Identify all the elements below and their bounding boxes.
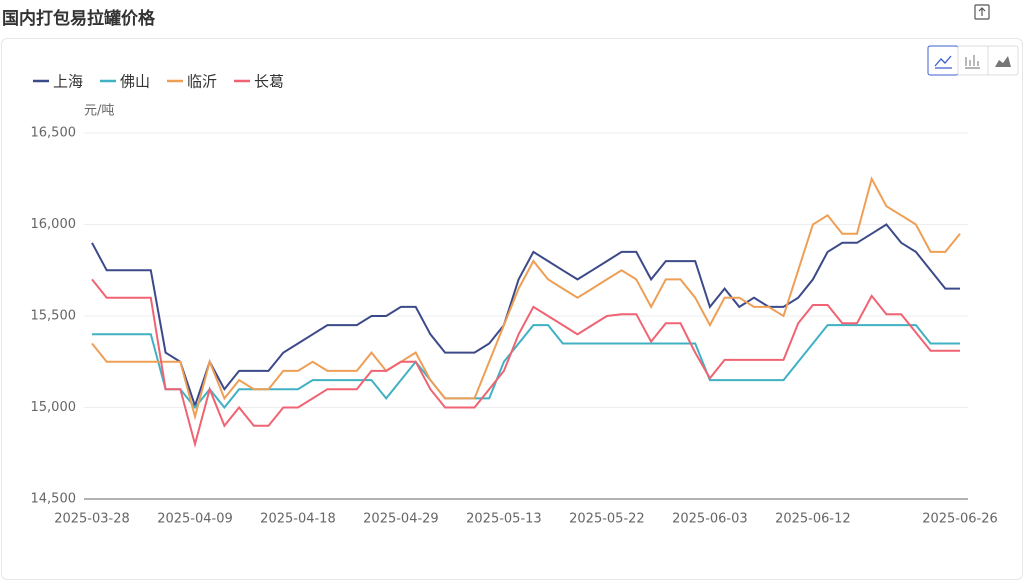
legend-label: 佛山 <box>120 73 150 91</box>
page-title: 国内打包易拉罐价格 <box>2 9 155 29</box>
chart: 元/吨 14,500 15,000 15,500 16,000 16,500 2025-0… <box>31 45 1019 527</box>
series-line <box>91 176 961 421</box>
export-arrow <box>978 7 986 16</box>
line-icon <box>934 55 952 69</box>
area-chart-button[interactable] <box>987 45 1019 76</box>
bar-icon <box>965 55 980 69</box>
x-tick-label: 2025-03-28 <box>54 512 130 527</box>
y-tick-label: 16,000 <box>31 217 77 232</box>
y-unit: 元/吨 <box>84 104 114 119</box>
export-icon[interactable] <box>974 4 990 20</box>
legend-label: 长葛 <box>254 73 284 91</box>
x-tick-label: 2025-04-29 <box>363 512 439 527</box>
x-tick-label: 2025-05-13 <box>466 512 542 527</box>
x-tick-label: 2025-06-03 <box>672 512 748 527</box>
y-tick-label: 16,500 <box>31 126 77 141</box>
y-tick-label: 15,000 <box>31 400 77 415</box>
x-tick-label: 2025-05-22 <box>569 512 645 527</box>
y-tick-label: 14,500 <box>31 492 77 507</box>
x-tick-label: 2025-06-12 <box>775 512 851 527</box>
y-tick-label: 15,500 <box>31 309 77 324</box>
x-tick-label: 2025-04-09 <box>157 512 233 527</box>
series-line <box>92 324 960 410</box>
page: 国内打包易拉罐价格 元/吨 14,500 15,000 15,500 16,000 16… <box>1 4 1023 580</box>
page-icons <box>974 4 990 20</box>
legend-label: 临沂 <box>187 73 217 91</box>
series-line <box>91 223 960 409</box>
x-tick-label: 2025-06-26 <box>922 512 998 527</box>
bar-chart-button[interactable] <box>957 45 989 76</box>
x-tick-label: 2025-04-18 <box>260 512 336 527</box>
legend-label: 上海 <box>53 73 83 91</box>
series-line <box>91 278 960 448</box>
area-icon <box>995 56 1011 67</box>
